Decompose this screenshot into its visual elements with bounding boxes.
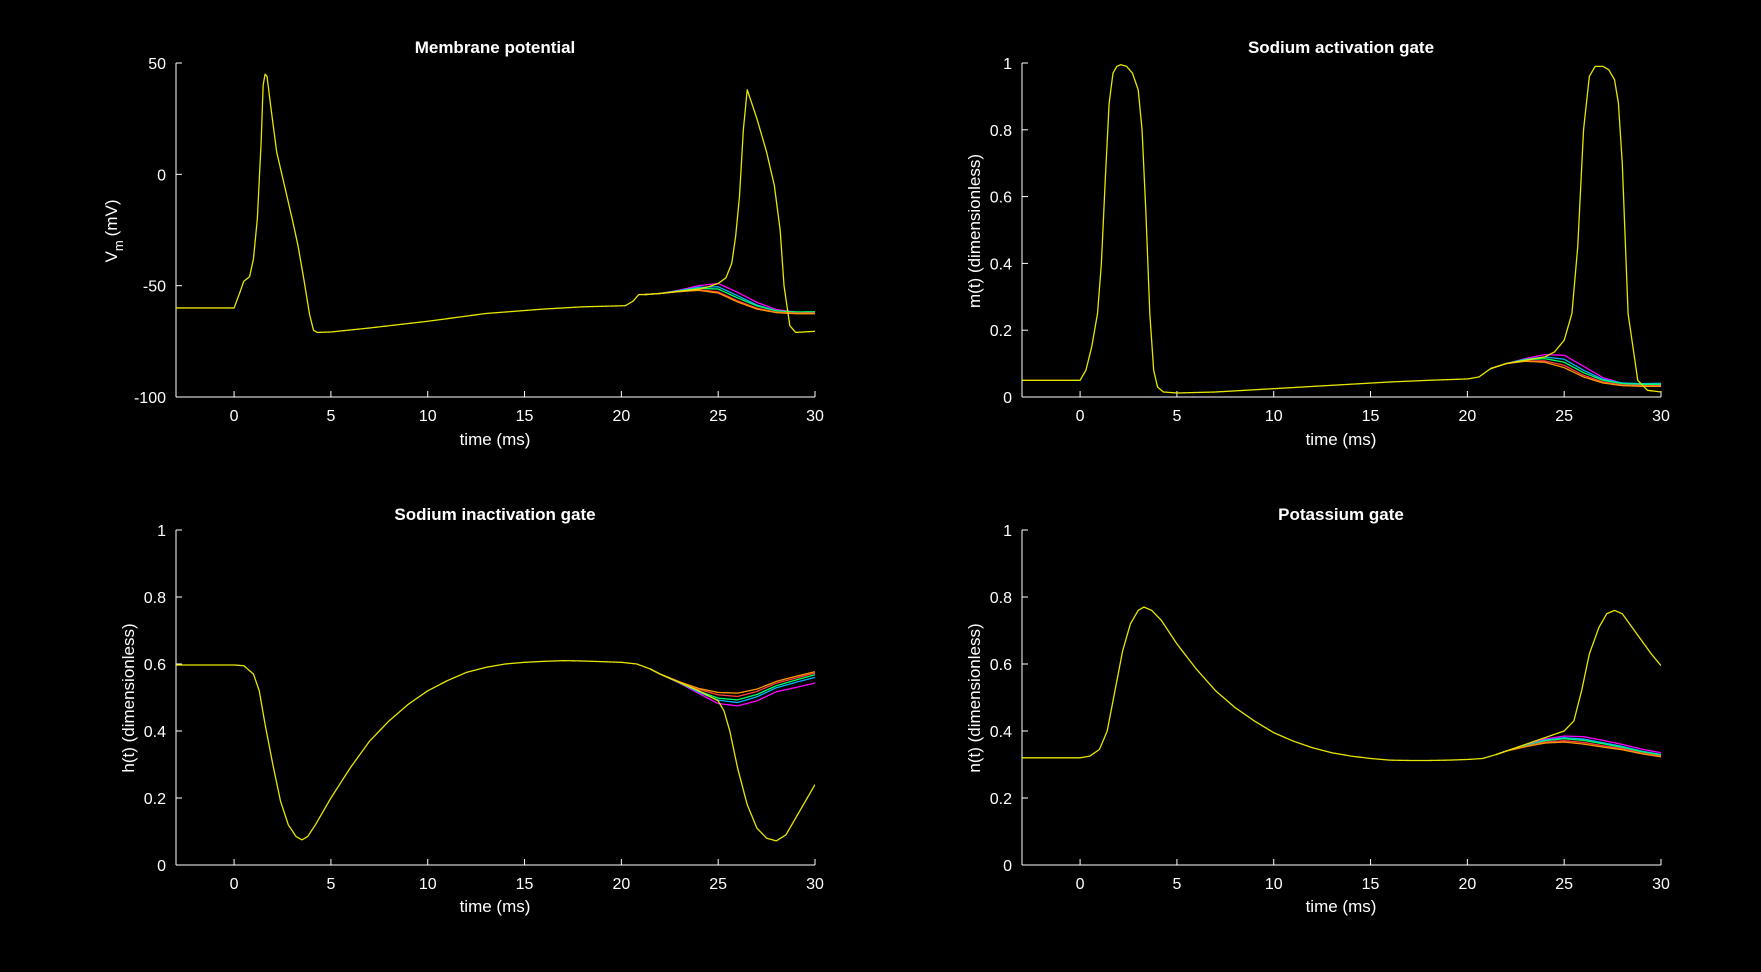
y-tick-label: 0.8 — [990, 590, 1012, 607]
y-tick-label: 0.8 — [144, 590, 166, 607]
y-axis-label-symbol: V — [102, 251, 121, 263]
y-tick-label: 0.8 — [990, 123, 1012, 140]
x-tick-label: 25 — [1555, 876, 1573, 893]
series-group — [176, 660, 815, 842]
x-tick-label: 15 — [516, 876, 534, 893]
main-trace-line — [176, 660, 815, 842]
trial-line-5 — [1490, 360, 1661, 387]
x-axis-label: time (ms) — [1306, 897, 1377, 916]
x-tick-label: 5 — [326, 876, 335, 893]
x-tick-label: 15 — [1362, 408, 1380, 425]
y-axis-label: Vm (mV) — [102, 199, 126, 262]
y-tick-label: 0 — [1003, 858, 1012, 875]
x-tick-label: 20 — [612, 408, 630, 425]
x-tick-label: 0 — [230, 408, 239, 425]
x-tick-label: 10 — [1265, 876, 1283, 893]
x-axis-label: time (ms) — [460, 430, 531, 449]
y-tick-label: -50 — [143, 279, 166, 296]
x-tick-label: 30 — [806, 876, 824, 893]
x-tick-label: 5 — [1172, 876, 1181, 893]
y-axis-label: h(t) (dimensionless) — [119, 623, 138, 772]
main-trace-line — [1022, 606, 1661, 762]
y-tick-label: 0.2 — [990, 323, 1012, 340]
x-axis-label: time (ms) — [460, 897, 531, 916]
y-tick-label: 0.6 — [990, 657, 1012, 674]
y-axis-label: m(t) (dimensionless) — [965, 154, 984, 308]
y-tick-label: -100 — [134, 390, 166, 407]
y-axis-label-unit: (mV) — [102, 199, 121, 236]
x-tick-label: 5 — [1172, 408, 1181, 425]
x-tick-label: 10 — [419, 408, 437, 425]
x-tick-label: 30 — [1652, 876, 1670, 893]
y-tick-label: 0.4 — [144, 724, 166, 741]
y-tick-label: 1 — [1003, 56, 1012, 73]
y-tick-label: 50 — [148, 56, 166, 73]
series-group — [1022, 64, 1661, 394]
x-tick-label: 0 — [230, 876, 239, 893]
x-tick-label: 15 — [516, 408, 534, 425]
y-tick-label: 0.4 — [990, 256, 1012, 273]
x-tick-label: 15 — [1362, 876, 1380, 893]
trial-line-5 — [1496, 741, 1661, 758]
y-tick-label: 0 — [157, 858, 166, 875]
y-tick-label: 0 — [1003, 390, 1012, 407]
y-tick-label: 0.6 — [990, 190, 1012, 207]
y-tick-label: 0.2 — [144, 791, 166, 808]
chart-title: Sodium inactivation gate — [394, 505, 595, 524]
x-tick-label: 30 — [806, 408, 824, 425]
x-tick-label: 10 — [1265, 408, 1283, 425]
x-tick-label: 25 — [1555, 408, 1573, 425]
y-tick-label: 1 — [157, 523, 166, 540]
x-tick-label: 0 — [1076, 876, 1085, 893]
x-tick-label: 5 — [326, 408, 335, 425]
subplot-sodium-inactivation: Sodium inactivation gate time (ms) h(t) … — [119, 505, 824, 916]
subplot-membrane-potential: Membrane potential time (ms) Vm (mV) 0 5 10… — [102, 38, 824, 449]
main-trace-line — [1022, 64, 1661, 394]
x-tick-label: 20 — [612, 876, 630, 893]
y-tick-label: 0.6 — [144, 657, 166, 674]
subplot-potassium: Potassium gate time (ms) n(t) (dimension… — [965, 505, 1670, 916]
series-group — [1022, 606, 1661, 762]
x-tick-label: 20 — [1458, 876, 1476, 893]
series-group — [176, 73, 815, 334]
x-axis-label: time (ms) — [1306, 430, 1377, 449]
chart-title: Sodium activation gate — [1248, 38, 1434, 57]
x-tick-label: 20 — [1458, 408, 1476, 425]
y-tick-label: 0.2 — [990, 791, 1012, 808]
x-tick-label: 25 — [709, 408, 727, 425]
y-tick-label: 1 — [1003, 523, 1012, 540]
x-tick-label: 30 — [1652, 408, 1670, 425]
y-axis-label-subscript: m — [111, 240, 126, 251]
x-tick-label: 10 — [419, 876, 437, 893]
subplot-sodium-activation: Sodium activation gate time (ms) m(t) (d… — [965, 38, 1670, 449]
x-tick-label: 25 — [709, 876, 727, 893]
main-trace-line — [176, 73, 815, 334]
y-axis-label: n(t) (dimensionless) — [965, 623, 984, 772]
chart-title: Membrane potential — [415, 38, 576, 57]
chart-title: Potassium gate — [1278, 505, 1404, 524]
y-tick-label: 0 — [157, 167, 166, 184]
x-tick-label: 0 — [1076, 408, 1085, 425]
y-tick-label: 0.4 — [990, 724, 1012, 741]
